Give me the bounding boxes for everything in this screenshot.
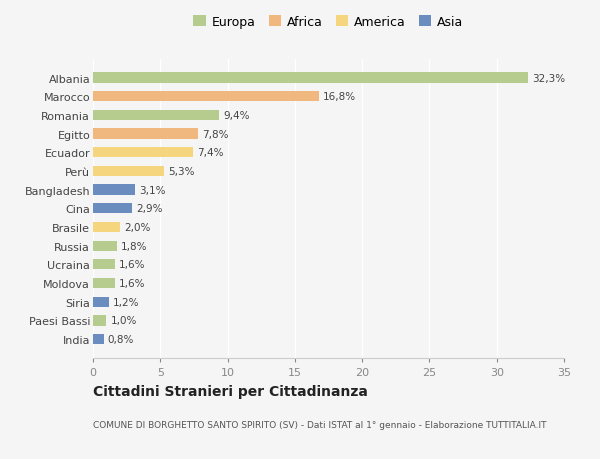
- Bar: [93, 204, 132, 214]
- Text: 1,6%: 1,6%: [119, 279, 145, 288]
- Bar: [93, 260, 115, 270]
- Bar: [93, 316, 106, 326]
- Text: 7,8%: 7,8%: [202, 129, 229, 139]
- Legend: Europa, Africa, America, Asia: Europa, Africa, America, Asia: [190, 12, 467, 33]
- Bar: [93, 92, 319, 102]
- Text: 2,9%: 2,9%: [136, 204, 163, 214]
- Text: 5,3%: 5,3%: [169, 167, 195, 177]
- Bar: [93, 297, 109, 307]
- Text: 16,8%: 16,8%: [323, 92, 356, 102]
- Text: 7,4%: 7,4%: [197, 148, 223, 158]
- Text: 1,8%: 1,8%: [121, 241, 148, 251]
- Text: 3,1%: 3,1%: [139, 185, 165, 195]
- Text: 2,0%: 2,0%: [124, 223, 151, 232]
- Bar: [93, 241, 117, 251]
- Bar: [93, 73, 527, 84]
- Text: 0,8%: 0,8%: [108, 334, 134, 344]
- Text: 9,4%: 9,4%: [224, 111, 250, 121]
- Bar: [93, 167, 164, 177]
- Text: 1,0%: 1,0%: [110, 316, 137, 326]
- Bar: [93, 185, 135, 196]
- Text: COMUNE DI BORGHETTO SANTO SPIRITO (SV) - Dati ISTAT al 1° gennaio - Elaborazione: COMUNE DI BORGHETTO SANTO SPIRITO (SV) -…: [93, 420, 547, 429]
- Bar: [93, 278, 115, 289]
- Bar: [93, 334, 104, 344]
- Text: 32,3%: 32,3%: [532, 73, 565, 84]
- Text: 1,2%: 1,2%: [113, 297, 140, 307]
- Bar: [93, 129, 198, 140]
- Bar: [93, 222, 120, 233]
- Bar: [93, 111, 220, 121]
- Text: Cittadini Stranieri per Cittadinanza: Cittadini Stranieri per Cittadinanza: [93, 384, 368, 398]
- Text: 1,6%: 1,6%: [119, 260, 145, 270]
- Bar: [93, 148, 193, 158]
